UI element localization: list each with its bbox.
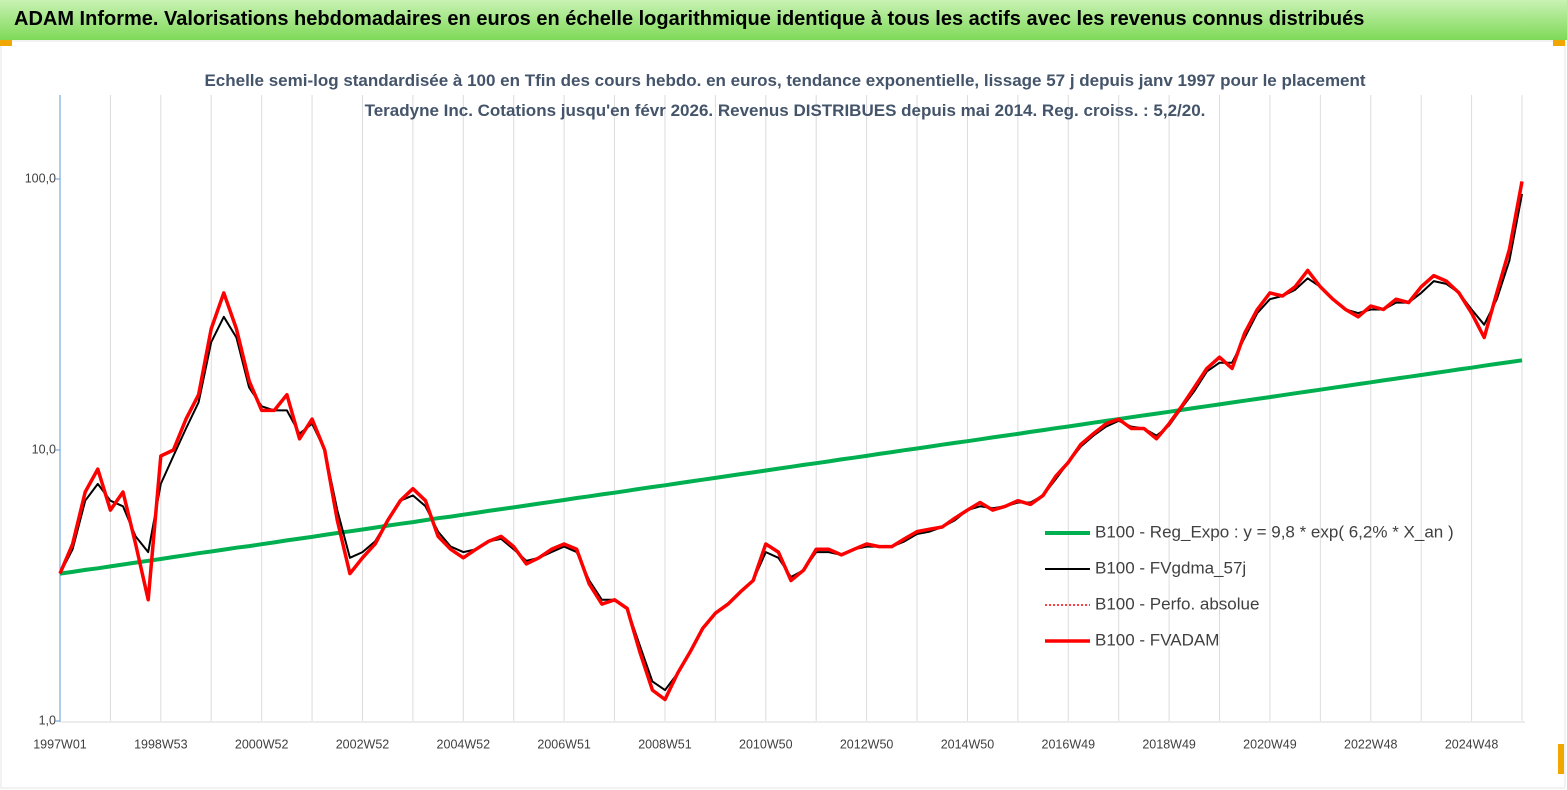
legend-label: B100 - Perfo. absolue (1095, 594, 1259, 613)
x-tick-label: 1998W53 (134, 737, 188, 751)
series-line (58, 181, 1524, 702)
x-tick-label: 2024W48 (1445, 737, 1499, 751)
series-line (59, 181, 1523, 701)
corner (0, 40, 12, 46)
series-line (59, 358, 1523, 576)
legend-label: B100 - FVgdma_57j (1095, 558, 1246, 577)
series-line (59, 193, 1523, 692)
x-tick-label: 2014W50 (941, 737, 995, 751)
y-tick-label: 100,0 (25, 171, 56, 185)
x-tick-label: 2000W52 (235, 737, 289, 751)
x-tick-label: 2002W52 (336, 737, 390, 751)
x-tick-label: 2018W49 (1142, 737, 1196, 751)
y-tick-label: 10,0 (32, 442, 56, 456)
legend-label: B100 - FVADAM (1095, 630, 1219, 649)
x-tick-label: 2006W51 (537, 737, 591, 751)
frame (0, 40, 1566, 789)
x-tick-label: 2016W49 (1042, 737, 1096, 751)
x-tick-label: 2020W49 (1243, 737, 1297, 751)
header-title: ADAM Informe. Valorisations hebdomadaire… (0, 0, 1567, 40)
x-tick-label: 2004W52 (437, 737, 491, 751)
corner (1558, 744, 1564, 774)
chart-subtitle: Echelle semi-log standardisée à 100 en T… (204, 71, 1366, 120)
x-tick-label: 2012W50 (840, 737, 894, 751)
corner (1553, 40, 1565, 46)
x-tick-label: 1997W01 (33, 737, 87, 751)
x-tick-label: 2010W50 (739, 737, 793, 751)
x-tick-label: 2022W48 (1344, 737, 1398, 751)
x-tick-label: 2008W51 (638, 737, 692, 751)
legend-label: B100 - Reg_Expo : y = 9,8 * exp( 6,2% * … (1095, 522, 1454, 541)
y-tick-label: 1,0 (39, 713, 56, 727)
